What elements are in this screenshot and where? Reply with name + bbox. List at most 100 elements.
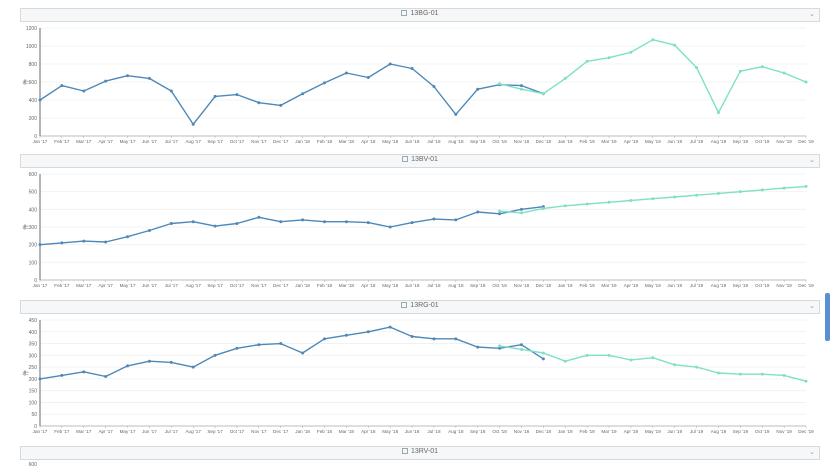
- x-tick-label: Apr '18: [361, 283, 376, 288]
- actual-data-point: [323, 81, 327, 85]
- y-tick-label: 800: [29, 62, 38, 68]
- actual-data-point: [476, 210, 480, 214]
- actual-data-point: [279, 103, 283, 107]
- actual-data-point: [323, 220, 327, 224]
- forecast-data-point: [585, 353, 589, 357]
- forecast-data-point: [607, 353, 611, 357]
- forecast-series-line: [499, 39, 807, 114]
- actual-data-point: [476, 87, 480, 91]
- x-tick-label: Aug '19: [711, 283, 727, 288]
- x-tick-label: Aug '17: [185, 139, 201, 144]
- y-tick-label: 450: [29, 318, 38, 324]
- x-tick-label: Sep '18: [470, 283, 486, 288]
- actual-data-point: [213, 224, 217, 228]
- x-tick-label: Apr '17: [98, 283, 113, 288]
- x-tick-label: Feb '19: [580, 139, 596, 144]
- forecast-data-point: [782, 186, 786, 190]
- y-tick-label: 200: [29, 377, 38, 383]
- actual-data-point: [104, 240, 108, 244]
- x-tick-label: Dec '17: [273, 429, 289, 434]
- x-tick-label: May '17: [120, 283, 136, 288]
- y-tick-label: 350: [29, 342, 38, 348]
- x-tick-label: Apr '17: [98, 139, 113, 144]
- forecast-data-point: [541, 92, 545, 96]
- line-chart-3: 0 50 100 150 200 250 300 350 400 450 件 Jan '17 Feb '…: [22, 318, 814, 434]
- forecast-data-point: [629, 358, 633, 362]
- x-tick-label: Sep '17: [207, 429, 223, 434]
- x-tick-label: Feb '19: [580, 283, 596, 288]
- forecast-data-point: [695, 193, 699, 197]
- actual-data-point: [191, 122, 195, 126]
- x-tick-label: Nov '17: [251, 139, 267, 144]
- actual-data-point: [126, 235, 130, 239]
- x-tick-label: Jan '19: [558, 139, 573, 144]
- actual-data-point: [191, 365, 195, 369]
- x-tick-label: Dec '18: [536, 429, 552, 434]
- x-tick-label: Jan '19: [558, 429, 573, 434]
- x-tick-label: Nov '19: [776, 283, 792, 288]
- actual-data-point: [432, 337, 436, 341]
- x-tick-label: Mar '19: [601, 429, 617, 434]
- forecast-data-point: [716, 191, 720, 195]
- y-axis-label: 件: [22, 79, 30, 85]
- actual-data-point: [388, 325, 392, 329]
- forecast-data-point: [804, 184, 808, 188]
- x-tick-label: May '18: [382, 139, 398, 144]
- x-tick-label: Dec '19: [798, 283, 814, 288]
- actual-data-point: [147, 359, 151, 363]
- x-tick-label: Jun '17: [142, 283, 157, 288]
- x-tick-label: Oct '18: [492, 283, 507, 288]
- x-tick-label: Feb '18: [317, 429, 333, 434]
- forecast-data-point: [738, 69, 742, 73]
- y-tick-label: 600: [29, 172, 38, 178]
- y-tick-label: 250: [29, 365, 38, 371]
- x-tick-label: Jun '19: [667, 139, 682, 144]
- x-tick-label: Jun '18: [405, 139, 420, 144]
- forecast-data-point: [585, 202, 589, 206]
- actual-series-line: [39, 63, 544, 125]
- x-tick-label: May '17: [120, 429, 136, 434]
- x-tick-label: Oct '18: [492, 139, 507, 144]
- actual-data-point: [38, 377, 42, 381]
- actual-data-point: [257, 101, 261, 105]
- x-tick-label: Feb '18: [317, 139, 333, 144]
- actual-data-point: [126, 364, 130, 368]
- x-tick-label: Jul '18: [427, 429, 441, 434]
- x-tick-label: Oct '19: [755, 429, 770, 434]
- x-tick-label: May '19: [645, 139, 661, 144]
- x-tick-label: Apr '19: [624, 283, 639, 288]
- actual-data-point: [454, 112, 458, 116]
- forecast-data-point: [673, 195, 677, 199]
- actual-data-point: [169, 89, 173, 93]
- x-tick-label: Mar '18: [339, 283, 355, 288]
- x-tick-label: Aug '18: [448, 429, 464, 434]
- expand-icon[interactable]: ⌄: [809, 449, 815, 456]
- x-tick-label: Dec '19: [798, 429, 814, 434]
- x-tick-label: Mar '18: [339, 429, 355, 434]
- x-tick-label: May '17: [120, 139, 136, 144]
- actual-data-point: [344, 220, 348, 224]
- x-tick-label: Nov '18: [514, 139, 530, 144]
- chart-panel-header-1: 13BG-01 ⌄: [20, 8, 820, 22]
- chart-panel-header-2: 13BV-01 ⌄: [20, 154, 820, 168]
- y-tick-label: 500: [29, 190, 38, 196]
- forecast-data-point: [498, 209, 502, 213]
- scrollbar-thumb[interactable]: [825, 293, 830, 341]
- expand-icon[interactable]: ⌄: [809, 157, 815, 164]
- x-tick-label: Jan '18: [295, 283, 310, 288]
- chart-title-2: 13BV-01: [411, 156, 438, 163]
- x-tick-label: Mar '17: [76, 139, 92, 144]
- forecast-data-point: [651, 197, 655, 201]
- actual-data-point: [454, 337, 458, 341]
- x-tick-label: Aug '17: [185, 283, 201, 288]
- x-tick-label: Aug '17: [185, 429, 201, 434]
- expand-icon[interactable]: ⌄: [809, 11, 815, 18]
- expand-icon[interactable]: ⌄: [809, 303, 815, 310]
- x-tick-label: Dec '18: [536, 283, 552, 288]
- forecast-data-point: [760, 188, 764, 192]
- forecast-data-point: [673, 363, 677, 367]
- actual-data-point: [82, 370, 86, 374]
- actual-series-line: [39, 326, 544, 380]
- x-tick-label: Jan '17: [33, 139, 48, 144]
- chart-panel-header-4: 13RV-01 ⌄: [20, 446, 820, 460]
